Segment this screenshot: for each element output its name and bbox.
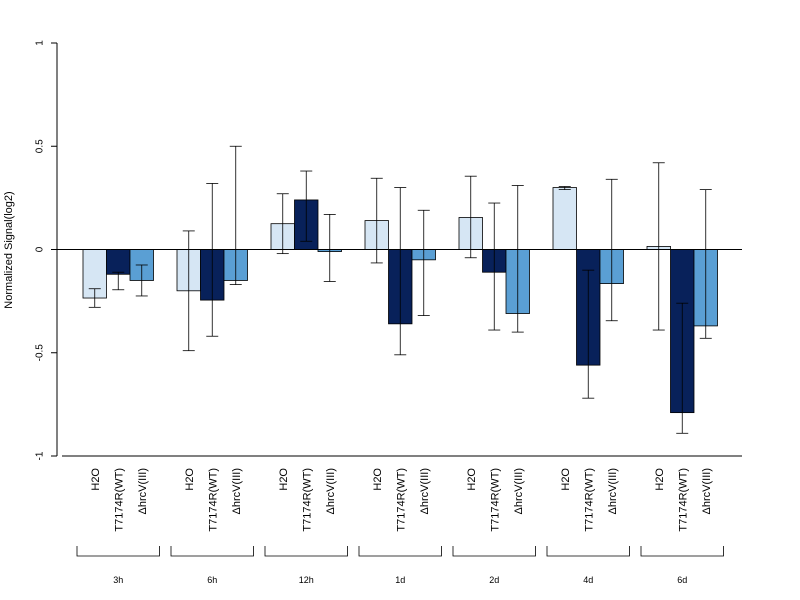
y-tick-label: 0 xyxy=(35,246,46,252)
group-bracket-12h xyxy=(264,546,348,557)
condition-label: T7174R(WT) xyxy=(301,468,313,532)
group-label-12h: 12h xyxy=(299,575,314,585)
condition-label: H2O xyxy=(372,468,384,491)
group-bracket-3h xyxy=(76,546,160,557)
condition-label: T7174R(WT) xyxy=(207,468,219,532)
condition-label: H2O xyxy=(184,468,196,491)
condition-label: T7174R(WT) xyxy=(395,468,407,532)
condition-label: T7174R(WT) xyxy=(677,468,689,532)
y-tick-label: -0.5 xyxy=(35,344,46,362)
condition-label: ΔhrcV(III) xyxy=(325,468,337,514)
bar-3h-1 xyxy=(106,249,131,275)
y-ticks: 1 0.5 0 -0.5 -1 xyxy=(35,40,57,460)
condition-label: H2O xyxy=(90,468,102,491)
condition-label: ΔhrcV(III) xyxy=(137,468,149,514)
group-bracket-6d xyxy=(640,546,724,557)
y-tick-label: 1 xyxy=(35,40,46,46)
condition-label: ΔhrcV(III) xyxy=(701,468,713,514)
y-tick-label: 0.5 xyxy=(35,139,46,153)
group-label-2d: 2d xyxy=(489,575,499,585)
condition-label: ΔhrcV(III) xyxy=(231,468,243,514)
condition-label: T7174R(WT) xyxy=(583,468,595,532)
condition-label: H2O xyxy=(278,468,290,491)
y-tick-label: -1 xyxy=(35,451,46,460)
condition-label: H2O xyxy=(466,468,478,491)
condition-label: H2O xyxy=(560,468,572,491)
group-bracket-1d xyxy=(358,546,442,557)
group-label-1d: 1d xyxy=(395,575,405,585)
condition-label: ΔhrcV(III) xyxy=(419,468,431,514)
condition-label: T7174R(WT) xyxy=(113,468,125,532)
group-brackets: 3h 6h 12h 1d 2d 4d 6d xyxy=(76,546,724,585)
group-label-6d: 6d xyxy=(677,575,687,585)
zero-line-group xyxy=(57,249,742,457)
group-label-3h: 3h xyxy=(113,575,123,585)
group-label-6h: 6h xyxy=(207,575,217,585)
group-label-4d: 4d xyxy=(583,575,593,585)
group-bracket-6h xyxy=(170,546,254,557)
bar-4d-0 xyxy=(552,187,577,250)
condition-label: T7174R(WT) xyxy=(489,468,501,532)
error-bars xyxy=(88,145,712,434)
group-bracket-4d xyxy=(546,546,630,557)
group-bracket-2d xyxy=(452,546,536,557)
condition-label: H2O xyxy=(654,468,666,491)
condition-label: ΔhrcV(III) xyxy=(607,468,619,514)
condition-label: ΔhrcV(III) xyxy=(513,468,525,514)
y-axis-label: Normalized Signal(log2) xyxy=(3,191,15,308)
condition-labels: H2O T7174R(WT) ΔhrcV(III) H2O T7174R(WT) Δhrc… xyxy=(90,468,713,532)
